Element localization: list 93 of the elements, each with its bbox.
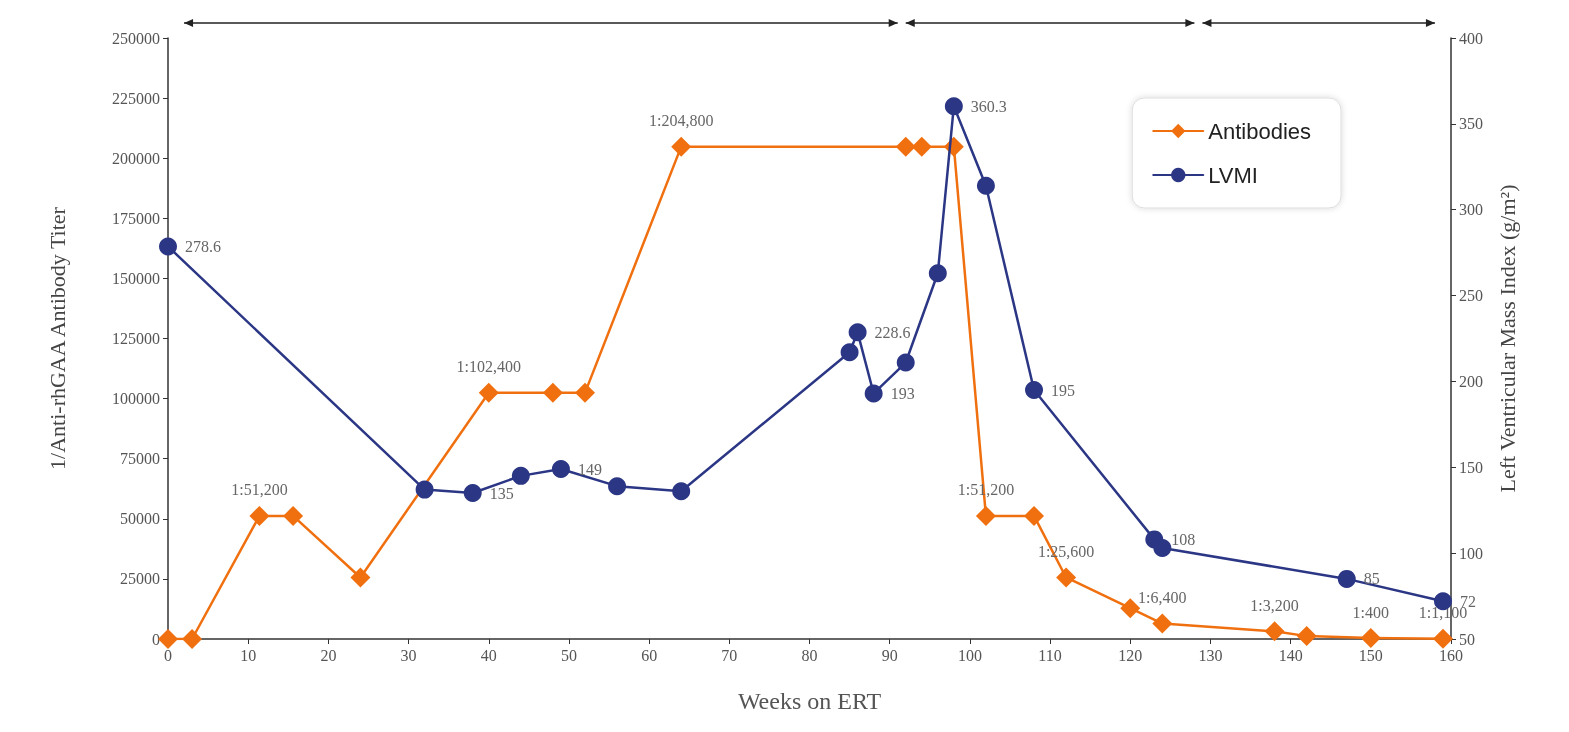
point (976, 176, 995, 195)
data-label: 1:102,400 (456, 358, 521, 376)
data-label: 1:400 (1352, 603, 1390, 621)
y2-tick-label: 400 (1459, 29, 1483, 47)
data-label: 1:51,200 (231, 481, 288, 499)
y2-tick-label: 200 (1459, 372, 1483, 390)
data-label: 135 (489, 484, 514, 502)
data-label: 108 (1171, 530, 1196, 548)
y-tick-label: 225000 (112, 89, 160, 107)
point (463, 484, 482, 503)
point (1152, 613, 1173, 634)
y2-tick-label: 50 (1459, 630, 1475, 648)
x-tick-label: 50 (560, 646, 577, 664)
point (864, 384, 883, 403)
point (911, 136, 932, 157)
x-tick-label: 10 (240, 646, 257, 664)
point (542, 382, 563, 403)
point (158, 629, 178, 649)
y-tick-label: 200000 (112, 149, 160, 167)
point (895, 136, 916, 157)
point (1120, 598, 1141, 619)
point (1025, 381, 1044, 400)
y-tick-label: 150000 (112, 269, 160, 287)
legend-label: LVMI (1208, 162, 1258, 188)
point (840, 343, 859, 362)
x-tick-label: 110 (1038, 646, 1062, 664)
y2-tick-label: 100 (1459, 544, 1483, 562)
point (478, 382, 499, 403)
y-tick-label: 125000 (112, 330, 160, 347)
y2-axis-title: Left Ventricular Mass Index (g/m²) (1494, 184, 1520, 493)
y-tick-label: 250000 (112, 29, 160, 47)
point (928, 264, 947, 283)
point (1432, 628, 1453, 649)
y-tick-label: 75000 (120, 450, 160, 468)
point (182, 629, 203, 649)
data-label: 228.6 (874, 323, 911, 341)
data-label: 1:204,800 (648, 112, 714, 130)
point (1024, 505, 1045, 526)
x-tick-label: 80 (801, 646, 818, 664)
point (1056, 567, 1077, 588)
point (896, 353, 915, 372)
data-label: 1:3,200 (1250, 596, 1299, 614)
x-tick-label: 90 (881, 646, 898, 664)
x-tick-label: 30 (400, 646, 417, 664)
data-label: 193 (890, 384, 915, 402)
point (415, 480, 434, 499)
y-tick-label: 100000 (112, 390, 160, 408)
x-tick-label: 20 (320, 646, 337, 664)
point (1264, 621, 1285, 642)
x-tick-label: 120 (1118, 646, 1143, 664)
y-tick-label: 0 (152, 630, 160, 648)
data-label: 1:6,400 (1138, 589, 1187, 607)
y-tick-label: 175000 (112, 209, 160, 227)
point (671, 136, 692, 157)
y-tick-label: 50000 (120, 510, 160, 528)
data-label: 278.6 (185, 237, 221, 255)
y2-tick-label: 300 (1459, 201, 1483, 219)
x-tick-label: 0 (164, 646, 172, 664)
x-tick-label: 100 (957, 646, 982, 664)
point (574, 382, 595, 403)
legend-label: Antibodies (1208, 118, 1312, 144)
point (944, 97, 963, 116)
point (672, 482, 691, 501)
x-tick-label: 130 (1198, 646, 1223, 664)
point (1153, 539, 1172, 557)
data-label: 360.3 (970, 97, 1007, 115)
y-axis-title: 1/Anti-rhGAA Antibody Titer (44, 206, 70, 470)
x-tick-label: 60 (641, 646, 658, 664)
point (159, 237, 177, 256)
point (283, 505, 304, 526)
point (1296, 626, 1317, 647)
y2-tick-label: 250 (1459, 287, 1483, 305)
point (350, 567, 371, 588)
point (1337, 569, 1356, 588)
data-label: 85 (1363, 570, 1380, 588)
data-label: 195 (1051, 381, 1076, 399)
y2-tick-label: 150 (1459, 458, 1483, 476)
point (608, 477, 627, 496)
x-axis-title: Weeks on ERT (737, 688, 882, 714)
x-tick-label: 150 (1358, 646, 1383, 664)
x-tick-label: 40 (480, 646, 497, 664)
point (551, 460, 570, 478)
point (1360, 628, 1381, 649)
point (511, 466, 530, 485)
x-tick-label: 160 (1439, 646, 1463, 664)
x-tick-label: 140 (1278, 646, 1303, 664)
point (249, 505, 270, 526)
x-tick-label: 70 (721, 646, 738, 664)
y2-tick-label: 350 (1459, 115, 1483, 133)
y-tick-label: 25000 (120, 570, 160, 588)
data-label: 149 (577, 460, 602, 478)
point (848, 323, 867, 342)
point (975, 505, 996, 526)
